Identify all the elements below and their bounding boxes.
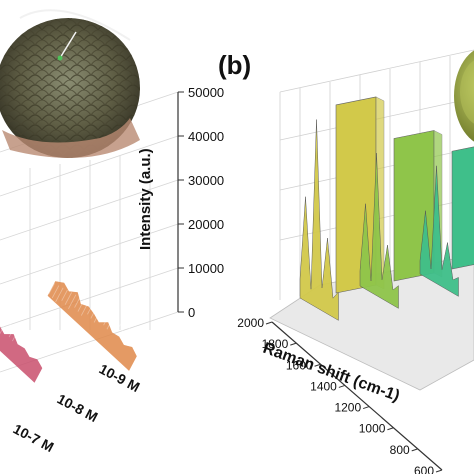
panel-a-spectrum-stripe <box>21 331 29 345</box>
panel-a-spectrum-stripe <box>43 342 51 354</box>
panel-a-spectrum-stripe <box>18 329 25 341</box>
panel-a-spectrum-stripe <box>0 319 8 335</box>
panel-a-spectrum-stripe <box>87 303 94 315</box>
panel-b-spectrum-area <box>419 165 459 297</box>
panel-a-series <box>0 293 51 383</box>
panel-a-spectrum-stripe <box>61 289 68 301</box>
panel-a: 0 10000 20000 30000 40000 50000 Intensity (a.… <box>0 9 224 456</box>
panel-b-spectra <box>299 96 474 321</box>
panel-a-spectrum-stripe <box>125 324 132 336</box>
panel-b-x-ticks: 2000 1800 1600 1400 1200 1000 800 600 <box>237 316 443 474</box>
panel-a-z-tick-label: 0 <box>188 305 195 320</box>
panel-b-x-tick-label: 1400 <box>310 379 337 393</box>
panel-b-x-tick-label: 600 <box>414 464 434 474</box>
panel-a-z-tick-label: 50000 <box>188 85 224 100</box>
panel-a-spectrum-stripe <box>8 324 16 338</box>
panel-a-spectrum-stripe <box>112 317 120 329</box>
fish-skin-photo <box>0 9 140 158</box>
panel-b-x-tick-label: 1600 <box>286 358 313 372</box>
panel-a-spectrum-stripe <box>90 305 98 319</box>
panel-a-spectrum-stripe <box>68 294 77 309</box>
panel-a-spectrum-stripe <box>119 321 128 337</box>
panel-a-spectrum-stripe <box>55 287 64 303</box>
panel-a-spectrum-stripe <box>37 340 46 355</box>
panel-a-spectrum-stripe <box>5 322 12 334</box>
panel-b-peak-slab <box>451 146 474 270</box>
panel-a-spectrum-stripe <box>80 301 90 316</box>
panel-a-spectrum-stripe <box>99 310 107 322</box>
panel-a-spectrum-stripe <box>106 314 115 330</box>
panel-a-z-axis-label: Intensity (a.u.) <box>137 148 154 250</box>
panel-b-x-tick-label: 2000 <box>237 316 264 330</box>
panel-b-x-tick-label: 1800 <box>262 337 289 351</box>
panel-a-spectrum-stripe <box>93 308 102 323</box>
panel-a-z-tick-label: 30000 <box>188 173 224 188</box>
panel-a-spectrum-area <box>0 293 43 383</box>
panel-a-spectrum-stripe <box>64 292 73 305</box>
panel-label-b: (b) <box>218 50 251 80</box>
panel-a-spectrum-stripe <box>0 317 4 331</box>
concentration-label-1e-9: 10-9 M <box>97 361 143 396</box>
panel-b-series <box>419 146 474 297</box>
panel-a-spectrum-stripe <box>48 283 55 295</box>
panel-a-spectrum-stripe <box>128 326 137 340</box>
panel-b-x-axis <box>271 321 443 471</box>
panel-a-spectrum-stripe <box>74 296 81 308</box>
concentration-label-1e-8: 10-8 M <box>55 391 101 426</box>
panel-a-spectrum-stripe <box>51 285 60 299</box>
panel-a-spectrum-stripe <box>103 312 111 326</box>
panel-b-x-tick-label: 1000 <box>359 422 386 436</box>
panel-a-spectrum-stripe <box>77 299 85 312</box>
panel-b-x-tick-label: 800 <box>390 443 410 457</box>
panel-a-spectrum-stripe <box>31 335 38 347</box>
panel-a-z-ticks: 0 10000 20000 30000 40000 50000 <box>178 85 224 320</box>
panel-a-z-tick-label: 40000 <box>188 129 224 144</box>
panel-b-x-tick-label: 1200 <box>334 401 361 415</box>
panel-a-spectra <box>0 281 145 383</box>
concentration-label-1e-7: 10-7 M <box>11 421 57 456</box>
panel-a-spectrum-stripe <box>132 328 141 344</box>
panel-a-spectrum-stripe <box>24 333 34 349</box>
panel-a-series <box>47 281 145 371</box>
panel-b-spectrum-area <box>299 119 339 321</box>
panel-a-z-tick-label: 20000 <box>188 217 224 232</box>
panel-a-z-tick-label: 10000 <box>188 261 224 276</box>
panel-a-spectrum-stripe <box>116 319 124 333</box>
panel-a-spectrum-stripe <box>34 338 42 351</box>
panel-a-spectrum-stripe <box>12 326 21 342</box>
panel-a-spectrum-stripe <box>138 330 145 342</box>
panel-a-spectrum-area <box>47 281 137 371</box>
panel-b-spectrum-area <box>359 153 399 309</box>
green-sample-photo <box>454 50 474 142</box>
